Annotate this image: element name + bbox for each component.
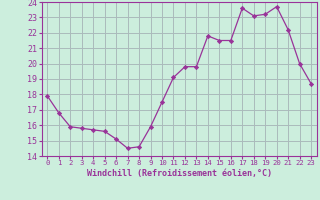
X-axis label: Windchill (Refroidissement éolien,°C): Windchill (Refroidissement éolien,°C) [87, 169, 272, 178]
